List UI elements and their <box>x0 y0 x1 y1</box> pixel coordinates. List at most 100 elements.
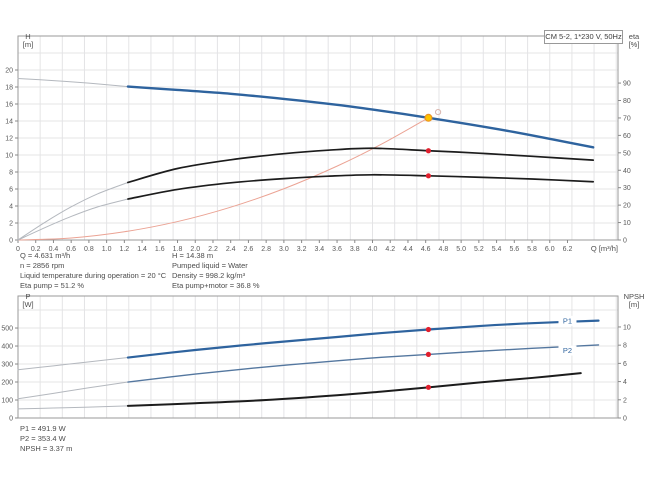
x-tick-label: 1.0 <box>102 246 112 253</box>
y-left-tick-label: 300 <box>1 362 13 369</box>
x-tick-label: 4.8 <box>439 246 449 253</box>
eta-axis-label: eta [%] <box>628 32 640 49</box>
y-left-tick-label: 100 <box>1 398 13 405</box>
x-tick-label: 4.0 <box>368 246 378 253</box>
y-right-tick-label: 60 <box>623 133 631 140</box>
info-line: H = 14.38 m <box>172 251 214 260</box>
eta-pump-motor-curve <box>127 173 595 200</box>
x-tick-label: 0 <box>16 246 20 253</box>
y-right-tick-label: 0 <box>623 238 627 245</box>
info-line: Pumped liquid = Water <box>172 261 248 270</box>
x-tick-label: 5.4 <box>492 246 502 253</box>
x-tick-label: 5.8 <box>527 246 537 253</box>
plot-frame <box>17 295 619 419</box>
y-right-tick-label: 80 <box>623 98 631 105</box>
y-left-tick-label: 0 <box>9 238 13 245</box>
y-left-tick-label: 14 <box>5 119 13 126</box>
p1-curve-label-bg <box>558 315 577 326</box>
y-left-tick-label: 2 <box>9 221 13 228</box>
x-tick-label: 3.0 <box>279 246 289 253</box>
p1-curve-extension <box>17 357 129 371</box>
y-left-tick-label: 0 <box>9 416 13 423</box>
npsh-curve-extension <box>17 405 129 410</box>
y-left-tick-label: 10 <box>5 153 13 160</box>
info-line: Liquid temperature during operation = 20… <box>20 271 167 280</box>
p2-curve <box>127 344 600 383</box>
y-right-tick-label: 4 <box>623 379 627 386</box>
x-tick-label: 3.8 <box>350 246 360 253</box>
y-left-tick-label: 16 <box>5 102 13 109</box>
y-left-tick-label: 18 <box>5 85 13 92</box>
p2-curve-label-bg <box>558 345 577 356</box>
requested-duty-point <box>434 108 442 116</box>
x-tick-label: 5.6 <box>509 246 519 253</box>
npsh-axis-label: NPSH [m] <box>623 292 645 309</box>
y-right-tick-label: 8 <box>623 343 627 350</box>
info-line: Eta pump = 51.2 % <box>20 281 84 290</box>
npsh-point <box>425 384 432 390</box>
npsh-curve <box>126 372 582 407</box>
y-left-tick-label: 6 <box>9 187 13 194</box>
y-left-tick-label: 500 <box>1 326 13 333</box>
y-right-tick-label: 10 <box>623 324 631 331</box>
x-tick-label: 0.6 <box>66 246 76 253</box>
y-right-tick-label: 70 <box>623 115 631 122</box>
info-line: NPSH = 3.37 m <box>20 444 73 453</box>
x-tick-label: 3.4 <box>314 246 324 253</box>
x-tick-label: 2.6 <box>244 246 254 253</box>
h-axis-label: H [m] <box>22 32 34 49</box>
x-tick-label: 6.0 <box>545 246 555 253</box>
y-left-tick-label: 12 <box>5 136 13 143</box>
duty-point[interactable] <box>424 113 433 122</box>
h-curve <box>126 85 595 149</box>
x-tick-label: 5.2 <box>474 246 484 253</box>
y-left-tick-label: 200 <box>1 380 13 387</box>
info-line: P1 = 491.9 W <box>20 424 66 433</box>
x-tick-label: 1.2 <box>119 246 129 253</box>
x-tick-label: 4.6 <box>421 246 431 253</box>
y-right-tick-label: 30 <box>623 185 631 192</box>
x-tick-label: 2.2 <box>208 246 218 253</box>
y-right-tick-label: 20 <box>623 203 631 210</box>
x-tick-label: 3.2 <box>297 246 307 253</box>
p1-curve <box>126 319 600 359</box>
y-right-tick-label: 50 <box>623 150 631 157</box>
x-tick-label: 4.4 <box>403 246 413 253</box>
p2-curve-extension <box>17 381 129 400</box>
x-tick-label: 2.4 <box>226 246 236 253</box>
x-tick-label: 0.4 <box>49 246 59 253</box>
y-right-tick-label: 6 <box>623 361 627 368</box>
y-right-tick-label: 10 <box>623 220 631 227</box>
y-left-tick-label: 4 <box>9 204 13 211</box>
x-tick-label: 1.8 <box>173 246 183 253</box>
qh-eta-chart: 0 0.2 0.4 0.6 0.8 1.0 1.2 1.4 1.6 1.8 2.0 2.2 2.4 2.6… <box>5 35 631 253</box>
x-tick-label: 5.0 <box>456 246 466 253</box>
p2-point <box>425 351 432 358</box>
p-axis-label: P [W] <box>22 292 34 309</box>
system-curve <box>17 117 429 241</box>
x-tick-label: 2.8 <box>261 246 271 253</box>
eta-pump-point <box>425 148 432 154</box>
info-line: Q = 4.631 m³/h <box>20 251 71 260</box>
y-left-tick-label: 20 <box>5 68 13 75</box>
x-tick-label: 2.0 <box>190 246 200 253</box>
operating-data-left: Q = 4.631 m³/h n = 2856 rpm Liquid tempera… <box>20 251 166 291</box>
x-tick-label: 1.4 <box>137 246 147 253</box>
operating-data-right: H = 14.38 m Pumped liquid = Water Density … <box>172 251 260 291</box>
x-tick-label: 6.2 <box>563 246 573 253</box>
x-tick-label: 3.6 <box>332 246 342 253</box>
info-line: n = 2856 rpm <box>20 261 65 270</box>
h-curve-extension <box>17 78 129 88</box>
x-tick-label: 1.6 <box>155 246 165 253</box>
y-left-tick-label: 400 <box>1 344 13 351</box>
eta-pump-motor-point <box>425 173 432 179</box>
y-right-tick-label: 40 <box>623 168 631 175</box>
x-tick-label: 4.2 <box>385 246 395 253</box>
info-line: Eta pump+motor = 36.8 % <box>172 281 260 290</box>
x-tick-label: 0.2 <box>31 246 41 253</box>
p1-point <box>425 326 432 333</box>
info-line: Density = 998.2 kg/m³ <box>172 271 246 280</box>
power-npsh-data: P1 = 491.9 W P2 = 353.4 W NPSH = 3.37 m <box>20 424 72 454</box>
